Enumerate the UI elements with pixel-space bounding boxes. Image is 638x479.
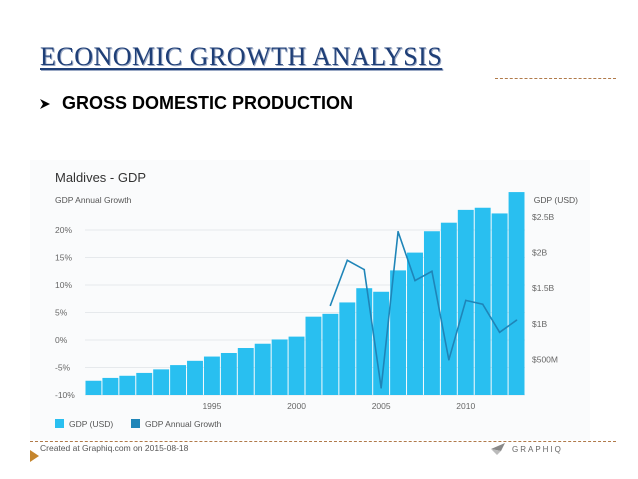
gdp-bar (339, 302, 356, 395)
left-tick-label: 10% (55, 280, 72, 290)
gdp-bar (203, 356, 220, 395)
gdp-bar (136, 372, 153, 395)
left-tick-label: 5% (55, 308, 68, 318)
gdp-bar (271, 339, 288, 395)
left-tick-label: 15% (55, 253, 72, 263)
left-axis-label: GDP Annual Growth (55, 195, 132, 205)
growth-point (515, 319, 518, 322)
legend-label-gdp-growth: GDP Annual Growth (145, 419, 222, 429)
gdp-bar (423, 231, 440, 395)
gdp-bar (237, 348, 254, 395)
x-tick-label: 1995 (202, 401, 221, 411)
growth-point (414, 279, 416, 282)
growth-point (464, 299, 467, 302)
gdp-bar (373, 291, 390, 395)
left-tick-label: -10% (55, 390, 75, 400)
bullet-text: GROSS DOMESTIC PRODUCTION (62, 93, 354, 113)
gdp-bar (474, 207, 491, 395)
gdp-bar (254, 343, 271, 395)
growth-point (329, 304, 332, 307)
gdp-bar (220, 352, 237, 395)
right-tick-label: $2B (532, 248, 547, 258)
gdp-bar (305, 316, 322, 395)
growth-point (380, 387, 382, 389)
gdp-bar (187, 360, 203, 395)
x-tick-label: 2010 (456, 401, 475, 411)
chart-title: Maldives - GDP (55, 170, 146, 185)
gdp-bar (491, 213, 508, 395)
legend-swatch-gdp-usd (55, 419, 64, 428)
left-tick-label: 0% (55, 335, 68, 345)
gdp-bar (288, 336, 305, 395)
arrow-bullet-icon (40, 98, 50, 109)
title-divider (495, 78, 616, 79)
right-tick-label: $1B (532, 319, 547, 329)
gdp-bar (153, 369, 170, 395)
gdp-bar (85, 380, 102, 395)
footer-divider (30, 441, 616, 442)
left-tick-label: -5% (55, 363, 71, 373)
right-axis-label: GDP (USD) (534, 195, 578, 205)
growth-point (498, 331, 501, 334)
growth-line (329, 231, 518, 388)
graphiq-brand: GRAPHIQ (512, 445, 563, 454)
gdp-bar (119, 375, 136, 395)
left-tick-label: 20% (55, 225, 72, 235)
chart-credit: Created at Graphiq.com on 2015-08-18 (40, 443, 189, 453)
growth-point (397, 230, 399, 233)
gdp-bar (356, 288, 373, 395)
gdp-bar (407, 252, 423, 395)
slide-title: ECONOMIC GROWTH ANALYSIS (40, 42, 443, 71)
growth-point (448, 359, 450, 361)
gdp-bar (508, 192, 525, 395)
right-tick-label: $2.5B (532, 212, 555, 222)
gdp-bar (102, 377, 119, 395)
bullet-item: GROSS DOMESTIC PRODUCTION (38, 93, 353, 114)
x-tick-label: 2005 (372, 401, 391, 411)
gdp-bar (322, 313, 339, 395)
gdp-bar (390, 270, 407, 395)
growth-point (346, 259, 349, 262)
legend-label-gdp-usd: GDP (USD) (69, 419, 113, 429)
gdp-bar (170, 365, 187, 395)
graphiq-logo-icon (491, 443, 505, 455)
footer-triangle-icon (30, 450, 39, 462)
right-tick-label: $1.5B (532, 283, 555, 293)
legend-swatch-gdp-growth (131, 419, 140, 428)
gdp-bar (440, 222, 457, 395)
right-tick-label: $500M (532, 354, 558, 364)
growth-point (431, 270, 433, 273)
growth-point (481, 303, 484, 306)
growth-point (363, 268, 366, 271)
chart-legend: GDP (USD) GDP Annual Growth (55, 419, 222, 429)
x-tick-label: 2000 (287, 401, 306, 411)
